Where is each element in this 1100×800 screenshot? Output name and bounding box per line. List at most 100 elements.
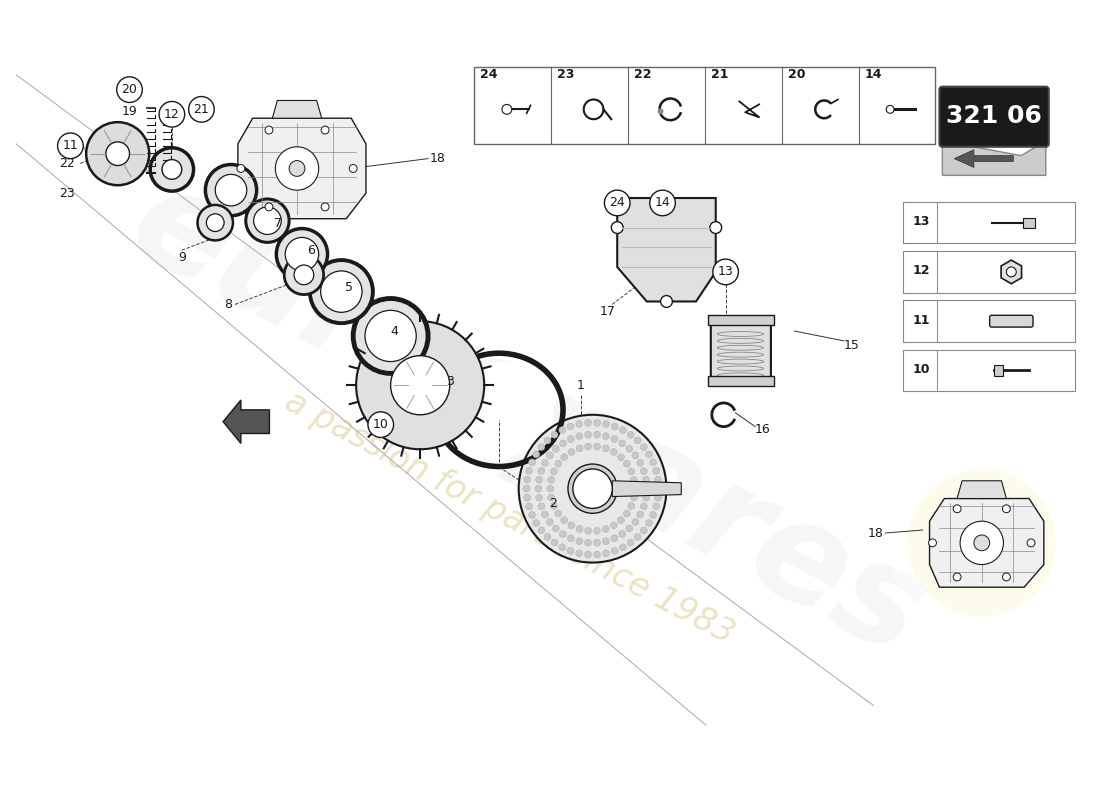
Circle shape xyxy=(576,445,583,452)
Polygon shape xyxy=(238,118,366,218)
Text: 1: 1 xyxy=(576,378,585,392)
Circle shape xyxy=(617,454,625,461)
Text: 12: 12 xyxy=(913,265,931,278)
Circle shape xyxy=(650,190,675,216)
Circle shape xyxy=(568,436,574,442)
Circle shape xyxy=(603,550,609,557)
Text: 11: 11 xyxy=(63,139,78,152)
Circle shape xyxy=(603,421,609,427)
Circle shape xyxy=(575,433,583,439)
Circle shape xyxy=(602,445,609,452)
Circle shape xyxy=(554,460,562,467)
Circle shape xyxy=(524,494,530,501)
Circle shape xyxy=(566,547,574,554)
Text: 22: 22 xyxy=(634,68,651,82)
Bar xyxy=(1023,218,1035,227)
Circle shape xyxy=(538,503,544,510)
Circle shape xyxy=(551,539,558,546)
Circle shape xyxy=(106,142,130,166)
Text: 13: 13 xyxy=(913,215,931,228)
Circle shape xyxy=(552,525,559,532)
Circle shape xyxy=(710,222,722,234)
Circle shape xyxy=(960,521,1003,565)
Text: 11: 11 xyxy=(913,314,931,326)
Circle shape xyxy=(585,539,592,546)
Circle shape xyxy=(1027,539,1035,547)
Circle shape xyxy=(532,451,540,458)
Circle shape xyxy=(550,468,558,475)
Circle shape xyxy=(642,494,649,501)
Text: 14: 14 xyxy=(654,197,670,210)
Text: 19: 19 xyxy=(122,105,138,118)
Circle shape xyxy=(526,467,532,474)
Circle shape xyxy=(544,534,551,540)
Circle shape xyxy=(547,518,553,526)
Circle shape xyxy=(559,426,565,434)
Circle shape xyxy=(630,494,638,501)
Text: 2: 2 xyxy=(549,497,557,510)
Text: a passion for parts since 1983: a passion for parts since 1983 xyxy=(278,386,739,651)
Text: 12: 12 xyxy=(164,108,179,121)
Circle shape xyxy=(644,486,650,492)
Circle shape xyxy=(631,486,638,492)
Circle shape xyxy=(637,511,644,518)
Circle shape xyxy=(245,199,289,242)
Circle shape xyxy=(635,534,641,540)
Circle shape xyxy=(524,486,530,492)
Text: 13: 13 xyxy=(717,266,734,278)
Circle shape xyxy=(650,459,657,466)
Circle shape xyxy=(640,527,647,534)
Circle shape xyxy=(552,446,559,452)
FancyBboxPatch shape xyxy=(990,315,1033,327)
Circle shape xyxy=(617,517,625,524)
Circle shape xyxy=(544,437,551,444)
Circle shape xyxy=(560,530,566,538)
Circle shape xyxy=(646,519,652,526)
Circle shape xyxy=(561,454,568,461)
Circle shape xyxy=(1002,505,1010,513)
Circle shape xyxy=(640,468,647,474)
Circle shape xyxy=(536,476,542,483)
Circle shape xyxy=(631,452,639,459)
Circle shape xyxy=(532,519,540,526)
Text: 21: 21 xyxy=(194,103,209,116)
Circle shape xyxy=(646,451,652,458)
Circle shape xyxy=(954,573,961,581)
Polygon shape xyxy=(930,498,1044,587)
Circle shape xyxy=(321,126,329,134)
Circle shape xyxy=(603,433,609,439)
Circle shape xyxy=(275,146,319,190)
Text: 6: 6 xyxy=(307,244,315,257)
Circle shape xyxy=(568,464,617,514)
Circle shape xyxy=(519,414,667,562)
Circle shape xyxy=(584,419,592,426)
Circle shape xyxy=(365,310,416,362)
Circle shape xyxy=(548,494,554,501)
Circle shape xyxy=(536,494,542,501)
Circle shape xyxy=(594,551,601,558)
Circle shape xyxy=(650,511,657,518)
Text: 20: 20 xyxy=(122,83,138,96)
Circle shape xyxy=(568,535,574,542)
Bar xyxy=(708,315,774,325)
Circle shape xyxy=(626,525,632,532)
Text: 18: 18 xyxy=(430,152,446,165)
Circle shape xyxy=(627,539,634,546)
Circle shape xyxy=(619,440,626,446)
Circle shape xyxy=(1002,573,1010,581)
Circle shape xyxy=(390,356,450,414)
Text: 7: 7 xyxy=(274,217,283,230)
Circle shape xyxy=(594,443,601,450)
Circle shape xyxy=(162,159,182,179)
Circle shape xyxy=(575,550,583,557)
Circle shape xyxy=(236,165,245,173)
Circle shape xyxy=(547,452,553,459)
Circle shape xyxy=(610,522,617,529)
Circle shape xyxy=(349,165,358,173)
Circle shape xyxy=(652,467,660,474)
Circle shape xyxy=(628,468,635,475)
Bar xyxy=(903,202,1076,243)
Polygon shape xyxy=(954,150,1013,167)
Text: 8: 8 xyxy=(224,298,232,311)
Circle shape xyxy=(560,440,566,446)
